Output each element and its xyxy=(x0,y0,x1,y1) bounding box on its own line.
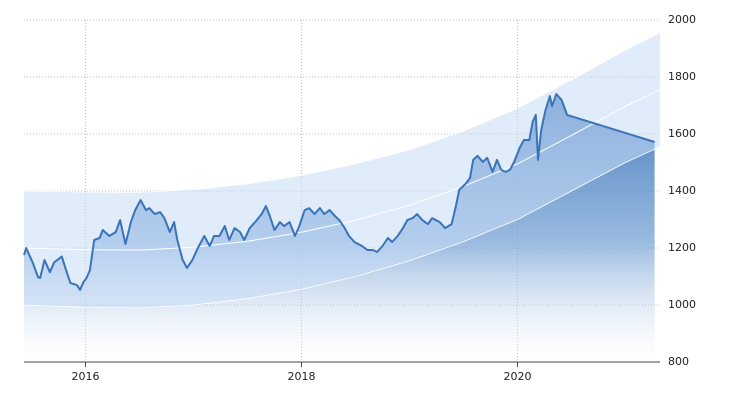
band-upper xyxy=(23,32,661,193)
x-tick-label: 2020 xyxy=(503,370,531,383)
y-tick-label: 1600 xyxy=(668,127,696,140)
x-tick-label: 2016 xyxy=(72,370,100,383)
y-tick-label: 1200 xyxy=(668,241,696,254)
y-tick-label: 800 xyxy=(668,355,689,368)
x-tick-label: 2018 xyxy=(288,370,316,383)
y-tick-label: 1800 xyxy=(668,70,696,83)
y-tick-label: 1000 xyxy=(668,298,696,311)
y-tick-label: 2000 xyxy=(668,13,696,26)
band-lower xyxy=(23,146,661,309)
forecast-band xyxy=(24,32,660,308)
price-line xyxy=(23,93,655,291)
y-tick-label: 1400 xyxy=(668,184,696,197)
band-middle xyxy=(23,89,661,251)
